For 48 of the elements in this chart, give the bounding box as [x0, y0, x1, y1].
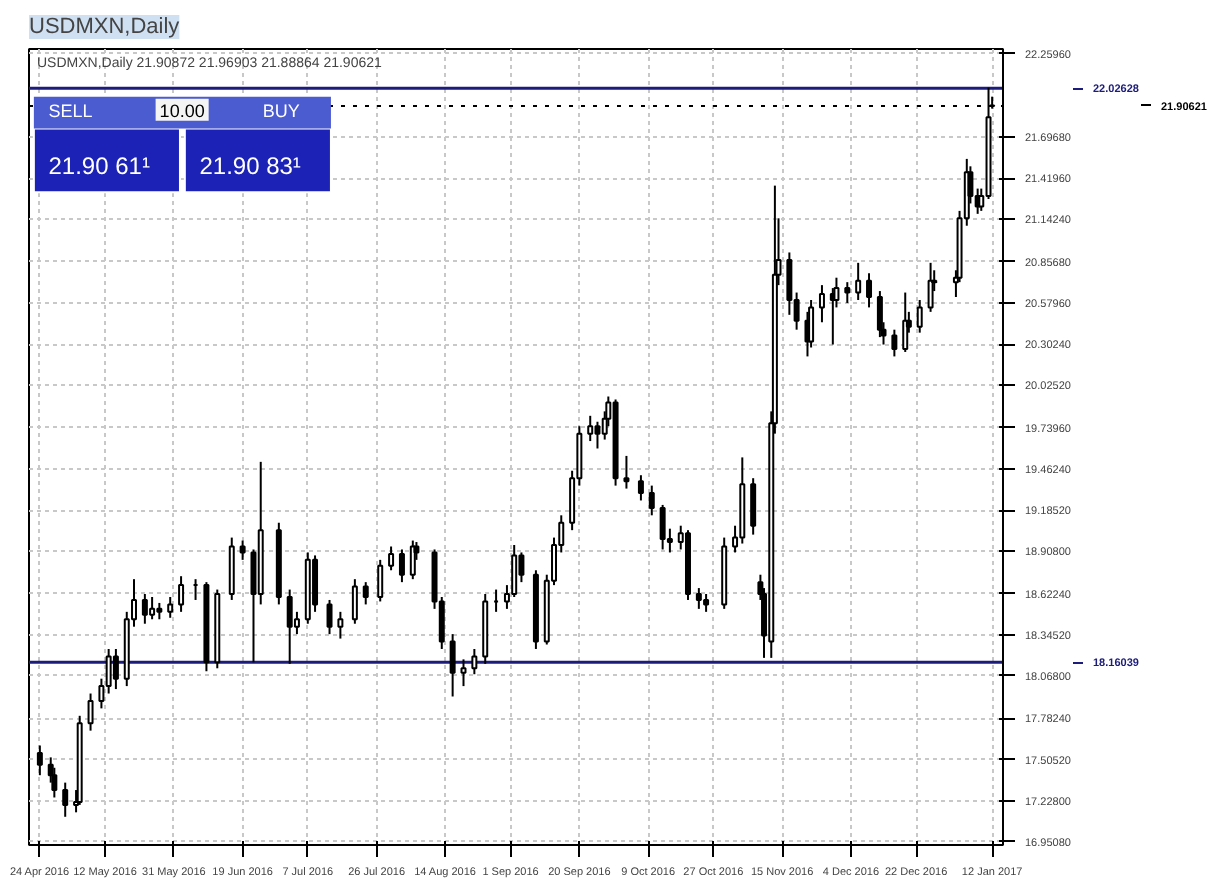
candlestick: [228, 536, 235, 601]
annotation: 21.90 83¹: [199, 152, 301, 181]
candlestick: [112, 647, 119, 691]
candlestick: [659, 503, 666, 551]
candlestick: [750, 477, 757, 536]
candlestick: [648, 484, 655, 517]
candlestick: [239, 539, 246, 561]
candlestick: [62, 781, 69, 818]
candlestick: [351, 578, 358, 625]
candlestick: [808, 298, 815, 349]
candlestick: [876, 290, 883, 339]
candlestick: [337, 610, 344, 640]
candlestick: [167, 595, 174, 619]
candlestick: [398, 548, 405, 584]
candlestick: [388, 545, 395, 572]
candlestick: [786, 251, 793, 316]
candlestick: [36, 744, 43, 777]
candlestick: [927, 261, 934, 313]
candlestick: [449, 633, 456, 698]
candlestick: [326, 598, 333, 636]
candlestick: [695, 587, 702, 610]
candlestick: [362, 581, 369, 606]
candlestick: [623, 454, 630, 490]
candlestick: [149, 595, 156, 621]
candlestick: [818, 284, 825, 324]
candlestick: [471, 647, 478, 676]
annotation: SELL: [48, 100, 93, 121]
candlestick: [866, 272, 873, 309]
annotation: BUY: [262, 100, 300, 121]
annotation: 21.90 61¹: [48, 152, 150, 181]
candlestick: [178, 575, 185, 613]
annotation: 10.00: [159, 100, 205, 121]
candlestick: [312, 554, 319, 613]
candlestick: [902, 291, 909, 353]
candlestick: [377, 558, 384, 603]
candlestick: [594, 420, 601, 450]
candlestick: [637, 474, 644, 502]
candlestick: [87, 692, 94, 732]
candlestick: [587, 414, 594, 443]
candlestick: [286, 588, 293, 665]
candlestick: [141, 593, 148, 625]
chart-title: USDMXN,Daily: [29, 15, 181, 39]
candlestick: [855, 261, 862, 301]
candlestick: [916, 298, 923, 334]
candlestick: [844, 281, 851, 304]
candlestick: [105, 647, 112, 695]
candlestick: [891, 328, 898, 358]
candlestick: [460, 658, 467, 688]
